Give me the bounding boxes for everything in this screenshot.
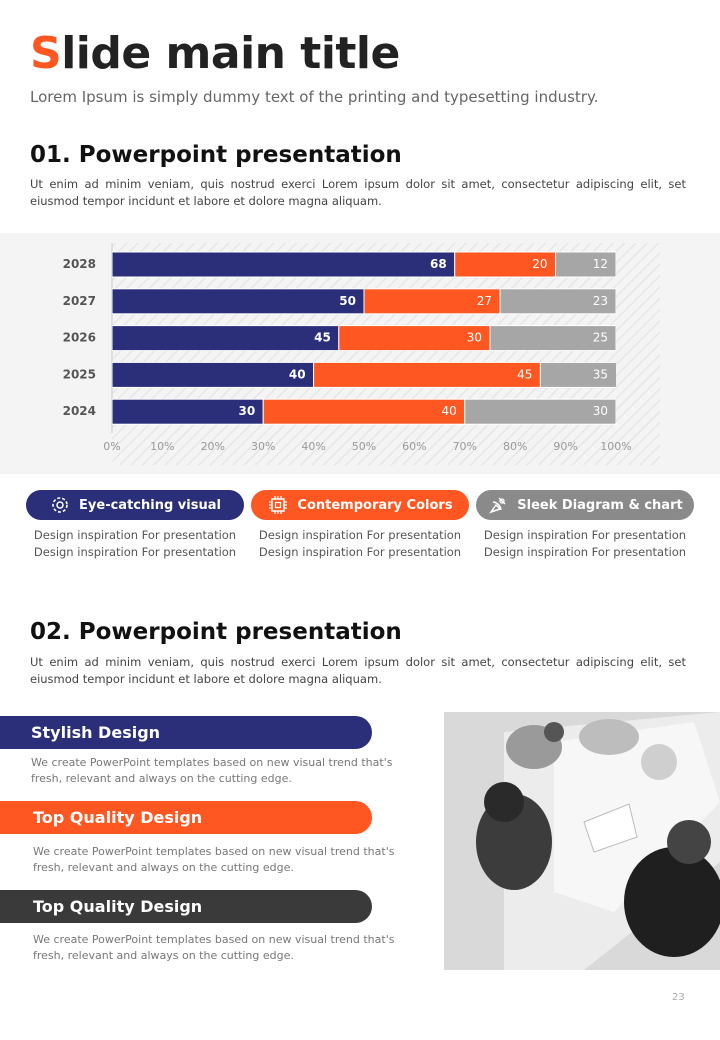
item-text: We create PowerPoint templates based on …	[33, 845, 395, 874]
feature-line: Design inspiration For presentation	[33, 528, 237, 542]
item-band: Top Quality Design	[0, 801, 372, 834]
bar-segment	[313, 361, 541, 388]
chip-icon	[269, 496, 288, 514]
section-text: Ut enim ad minim veniam, quis nostrud ex…	[30, 177, 686, 208]
x-tick-label: 10%	[150, 440, 174, 453]
x-tick-label: 60%	[402, 440, 426, 453]
value-label: 25	[593, 331, 608, 345]
item-title: Top Quality Design	[33, 897, 203, 916]
value-label: 12	[593, 257, 608, 271]
value-label: 40	[442, 404, 457, 418]
value-label: 20	[532, 257, 547, 271]
x-tick-label: 50%	[352, 440, 376, 453]
subtitle: Lorem Ipsum is simply dummy text of the …	[30, 88, 599, 106]
section-text: Ut enim ad minim veniam, quis nostrud ex…	[30, 655, 686, 686]
feature-text: Design inspiration For presentation Desig…	[251, 527, 469, 561]
y-tick-label: 2025	[63, 367, 96, 381]
feature-line: Design inspiration For presentation	[483, 528, 687, 542]
bar-segment	[112, 325, 340, 352]
value-label: 27	[477, 294, 492, 308]
bar-segment	[464, 398, 616, 425]
value-label: 68	[430, 257, 447, 271]
bar-segment	[499, 288, 616, 315]
y-tick-label: 2027	[63, 294, 96, 308]
feature-pill: Sleek Diagram & chart	[476, 490, 694, 520]
value-label: 30	[593, 404, 608, 418]
value-label: 45	[517, 367, 532, 381]
feature-title: Contemporary Colors	[297, 497, 453, 513]
item-title: Stylish Design	[31, 723, 161, 742]
item-band: Stylish Design	[0, 716, 372, 749]
page-number: 23	[672, 992, 685, 1003]
y-tick-label: 2024	[63, 404, 96, 418]
feature-text: Design inspiration For presentation Desig…	[476, 527, 694, 561]
feature-pill: Contemporary Colors	[251, 490, 469, 520]
y-tick-label: 2026	[63, 331, 96, 345]
gear-icon	[52, 497, 68, 513]
bar-segment	[262, 398, 466, 425]
feature-title: Sleek Diagram & chart	[517, 497, 683, 513]
x-tick-label: 90%	[553, 440, 577, 453]
item-text: We create PowerPoint templates based on …	[31, 756, 393, 785]
x-tick-label: 0%	[103, 440, 120, 453]
bar-segment	[112, 288, 365, 315]
feature-line: Design inspiration For presentation	[33, 545, 237, 559]
feature-title: Eye-catching visual	[79, 497, 221, 513]
section-heading: 01. Powerpoint presentation	[30, 142, 402, 168]
value-label: 40	[289, 367, 306, 381]
value-label: 30	[467, 331, 482, 345]
x-tick-label: 100%	[600, 440, 631, 453]
feature-line: Design inspiration For presentation	[258, 545, 462, 559]
bar-segment	[112, 361, 315, 388]
meeting-photo	[444, 712, 720, 970]
feature-pill: Eye-catching visual	[26, 490, 244, 520]
bar-segment	[555, 251, 616, 278]
slide-title: Slide main title	[30, 28, 400, 79]
feature-line: Design inspiration For presentation	[258, 528, 462, 542]
x-tick-label: 40%	[301, 440, 325, 453]
x-tick-label: 30%	[251, 440, 275, 453]
bar-segment	[338, 325, 491, 352]
feature-text: Design inspiration For presentation Desig…	[26, 527, 244, 561]
item-text: We create PowerPoint templates based on …	[33, 933, 395, 962]
value-label: 45	[314, 331, 331, 345]
satellite-icon	[489, 497, 506, 514]
x-tick-label: 20%	[201, 440, 225, 453]
item-band: Top Quality Design	[0, 890, 372, 923]
bar-segment	[454, 251, 557, 278]
value-label: 35	[593, 367, 608, 381]
item-title: Top Quality Design	[33, 808, 203, 827]
bar-segment	[489, 325, 616, 352]
y-tick-label: 2028	[63, 257, 96, 271]
value-label: 30	[238, 404, 255, 418]
section-heading: 02. Powerpoint presentation	[30, 619, 402, 645]
bar-segment	[112, 251, 456, 278]
plot: 68 20 12 50 27 23 45 30 25 40 45 35 30 40 30	[112, 251, 616, 425]
bar-segment	[539, 361, 616, 388]
x-tick-label: 70%	[453, 440, 477, 453]
plot-hatch	[112, 243, 660, 465]
value-label: 23	[593, 294, 608, 308]
x-tick-label: 80%	[503, 440, 527, 453]
value-label: 50	[339, 294, 356, 308]
feature-line: Design inspiration For presentation	[483, 545, 687, 559]
chart: 68 20 12 50 27 23 45 30 25 40 45 35 30 40 30 0% 10% 20% 3…	[0, 233, 720, 474]
